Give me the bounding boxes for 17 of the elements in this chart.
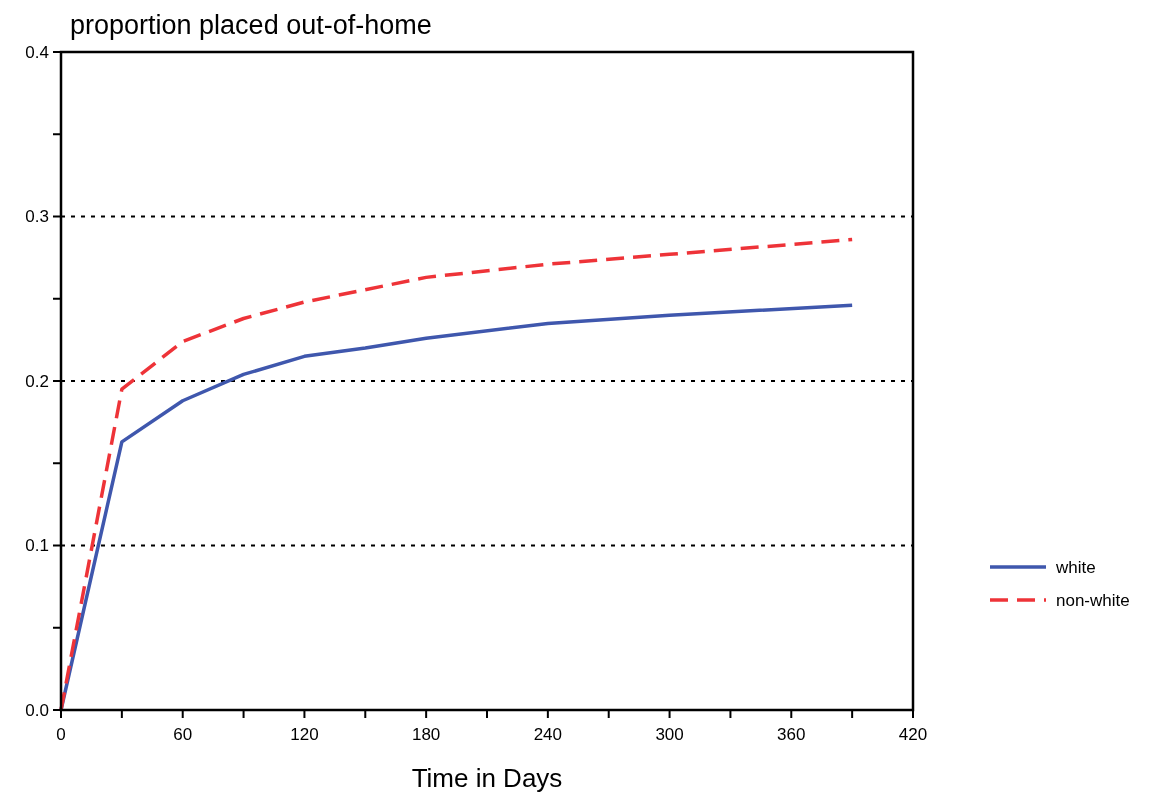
x-tick-label: 300 xyxy=(655,725,684,744)
x-tick-label: 0 xyxy=(56,725,66,744)
legend-label: white xyxy=(1055,557,1096,577)
x-tick-label: 360 xyxy=(777,725,806,744)
x-axis-title: Time in Days xyxy=(411,763,563,793)
x-tick-label: 240 xyxy=(533,725,563,744)
y-tick-label: 0.3 xyxy=(25,207,49,227)
x-tick-label: 120 xyxy=(290,725,319,744)
legend-label: non-white xyxy=(1056,590,1130,610)
y-tick-label: 0.1 xyxy=(25,536,49,556)
x-tick-label: 180 xyxy=(411,725,441,744)
y-tick-label: 0.4 xyxy=(25,42,49,62)
text: 0.0 xyxy=(25,700,49,720)
chart-title: proportion placed out-of-home xyxy=(70,10,432,40)
x-tick-label: 420 xyxy=(898,725,928,744)
x-tick-label: 60 xyxy=(173,725,193,744)
y-tick-label: 0.2 xyxy=(25,371,49,391)
